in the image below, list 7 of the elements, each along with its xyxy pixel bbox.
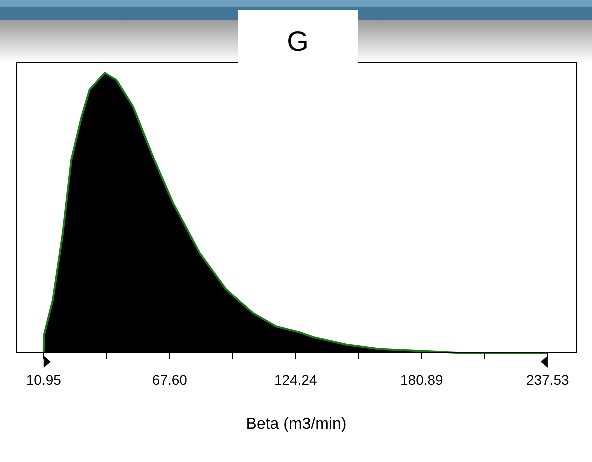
x-axis-title: Beta (m3/min) <box>246 416 347 433</box>
x-tick-label: 67.60 <box>152 372 188 388</box>
x-tick-label: 10.95 <box>26 372 62 388</box>
x-tick-label: 124.24 <box>274 372 318 388</box>
chart-title: G <box>238 10 358 70</box>
x-tick-label: 180.89 <box>400 372 444 388</box>
x-tick-label: 237.53 <box>526 372 570 388</box>
